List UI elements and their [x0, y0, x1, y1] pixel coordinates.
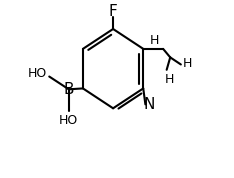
Text: H: H	[183, 57, 192, 70]
Text: HO: HO	[28, 67, 48, 80]
Text: H: H	[165, 73, 174, 86]
Text: F: F	[109, 4, 117, 19]
Text: N: N	[143, 97, 155, 112]
Text: HO: HO	[59, 114, 78, 127]
Text: H: H	[150, 34, 159, 48]
Text: B: B	[63, 82, 74, 97]
